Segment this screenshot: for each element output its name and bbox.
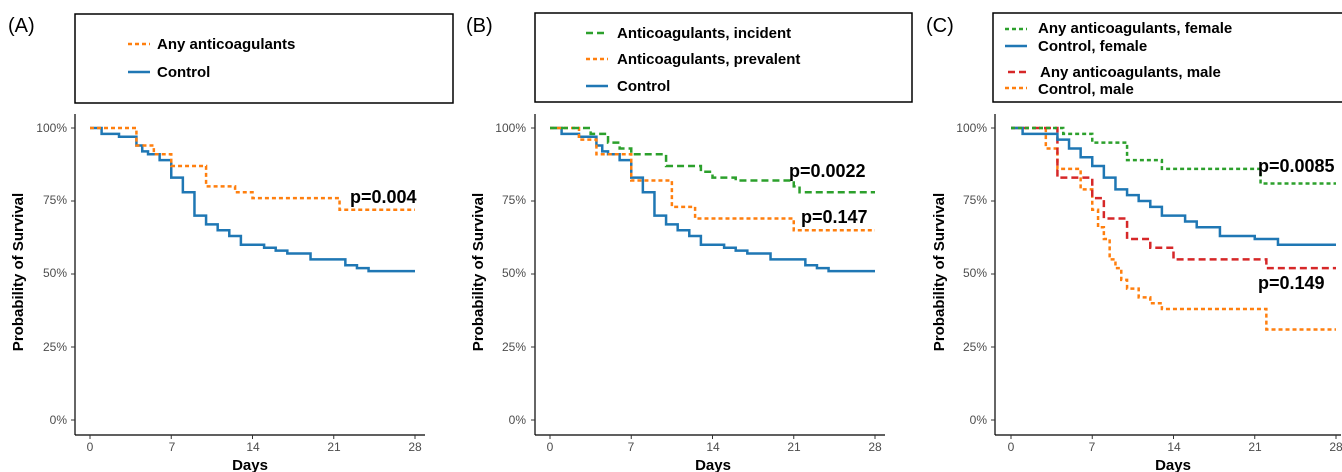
tick-labels: 0% 25% 50% 75% 100% 0 7 14 21 28 bbox=[36, 121, 422, 454]
legend-item: Control, male bbox=[1005, 81, 1134, 98]
survival-curve bbox=[550, 126, 875, 273]
y-tick-label: 50% bbox=[963, 266, 987, 280]
y-tick-label: 25% bbox=[502, 340, 526, 354]
y-tick-label: 100% bbox=[36, 121, 67, 135]
legend-label: Control, female bbox=[1038, 38, 1147, 55]
legend-label: Control, male bbox=[1038, 81, 1134, 98]
legend-item: Any anticoagulants, female bbox=[1005, 20, 1232, 37]
p-value-annotation: p=0.0022 bbox=[789, 161, 866, 181]
legend-item: Any anticoagulants, male bbox=[1008, 64, 1221, 81]
y-tick-label: 50% bbox=[43, 266, 67, 280]
legend-label: Control bbox=[617, 78, 670, 95]
legend-box bbox=[992, 12, 1342, 103]
survival-curve bbox=[1011, 126, 1336, 247]
legend-item: Control bbox=[586, 78, 670, 95]
y-tick-label: 75% bbox=[43, 193, 67, 207]
y-tick-label: 0% bbox=[50, 413, 68, 427]
legend-label: Any anticoagulants, male bbox=[1040, 64, 1221, 81]
survival-curve bbox=[1011, 126, 1336, 185]
y-tick-label: 75% bbox=[963, 193, 987, 207]
y-tick-label: 0% bbox=[509, 413, 527, 427]
x-tick-label: 0 bbox=[547, 440, 554, 454]
y-axis-title: Probability of Survival bbox=[470, 193, 487, 351]
x-tick-label: 14 bbox=[1167, 440, 1181, 454]
x-tick-label: 0 bbox=[1008, 440, 1015, 454]
y-tick-label: 100% bbox=[956, 121, 987, 135]
legend-item: Control, female bbox=[1005, 38, 1147, 55]
p-value-annotation: p=0.147 bbox=[801, 207, 868, 227]
x-tick-label: 14 bbox=[246, 440, 260, 454]
legend-label: Control bbox=[157, 64, 210, 81]
x-axis-title: Days bbox=[695, 457, 731, 472]
x-axis-title: Days bbox=[1155, 457, 1191, 472]
panel-a: (A) Any anticoagulants Control Probabili… bbox=[8, 13, 454, 472]
legend-box bbox=[74, 13, 454, 104]
panel-label: (B) bbox=[466, 15, 493, 37]
x-axis-title: Days bbox=[232, 457, 268, 472]
x-tick-label: 21 bbox=[787, 440, 801, 454]
survival-curve bbox=[90, 126, 415, 212]
tick-labels: 0% 25% 50% 75% 100% 0 7 14 21 28 bbox=[495, 121, 882, 454]
legend-label: Anticoagulants, incident bbox=[617, 25, 791, 42]
legend-item: Anticoagulants, incident bbox=[586, 25, 791, 42]
y-tick-label: 0% bbox=[970, 413, 988, 427]
p-value-annotation: p=0.149 bbox=[1258, 273, 1325, 293]
legend-label: Anticoagulants, prevalent bbox=[617, 51, 800, 68]
x-tick-label: 7 bbox=[169, 440, 176, 454]
p-value-annotation: p=0.004 bbox=[350, 187, 417, 207]
y-tick-label: 25% bbox=[963, 340, 987, 354]
legend-item: Control bbox=[128, 64, 210, 81]
x-tick-label: 28 bbox=[1329, 440, 1342, 454]
x-tick-label: 0 bbox=[87, 440, 94, 454]
y-tick-label: 25% bbox=[43, 340, 67, 354]
x-tick-label: 21 bbox=[1248, 440, 1262, 454]
y-tick-label: 100% bbox=[495, 121, 526, 135]
panel-label: (A) bbox=[8, 15, 35, 37]
y-axis-title: Probability of Survival bbox=[931, 193, 948, 351]
y-axis-title: Probability of Survival bbox=[10, 193, 27, 351]
x-tick-label: 14 bbox=[706, 440, 720, 454]
survival-curve bbox=[550, 126, 875, 232]
x-tick-label: 28 bbox=[868, 440, 882, 454]
x-tick-label: 28 bbox=[408, 440, 422, 454]
x-tick-label: 21 bbox=[327, 440, 341, 454]
x-tick-label: 7 bbox=[1089, 440, 1096, 454]
panel-b: (B) Anticoagulants, incident Anticoagula… bbox=[466, 12, 913, 472]
legend-label: Any anticoagulants bbox=[157, 36, 295, 53]
tick-labels: 0% 25% 50% 75% 100% 0 7 14 21 28 bbox=[956, 121, 1342, 454]
legend-label: Any anticoagulants, female bbox=[1038, 20, 1232, 37]
y-tick-label: 75% bbox=[502, 193, 526, 207]
panel-label: (C) bbox=[926, 15, 954, 37]
panel-c: (C) Any anticoagulants, female Control, … bbox=[926, 12, 1342, 472]
p-value-annotation: p=0.0085 bbox=[1258, 156, 1335, 176]
x-tick-label: 7 bbox=[628, 440, 635, 454]
legend-item: Anticoagulants, prevalent bbox=[586, 51, 800, 68]
survival-curve bbox=[1011, 126, 1336, 270]
y-tick-label: 50% bbox=[502, 266, 526, 280]
legend-item: Any anticoagulants bbox=[128, 36, 295, 53]
survival-curve bbox=[550, 126, 875, 194]
